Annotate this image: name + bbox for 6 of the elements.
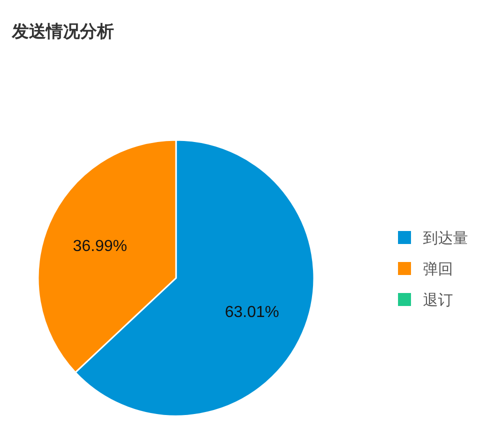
chart-title: 发送情况分析: [11, 22, 114, 41]
legend-label: 退订: [423, 292, 453, 309]
legend-label: 到达量: [423, 230, 468, 247]
legend-label: 弹回: [423, 261, 453, 278]
data-label: 36.99%: [72, 238, 128, 256]
data-label: 63.01%: [224, 304, 280, 321]
